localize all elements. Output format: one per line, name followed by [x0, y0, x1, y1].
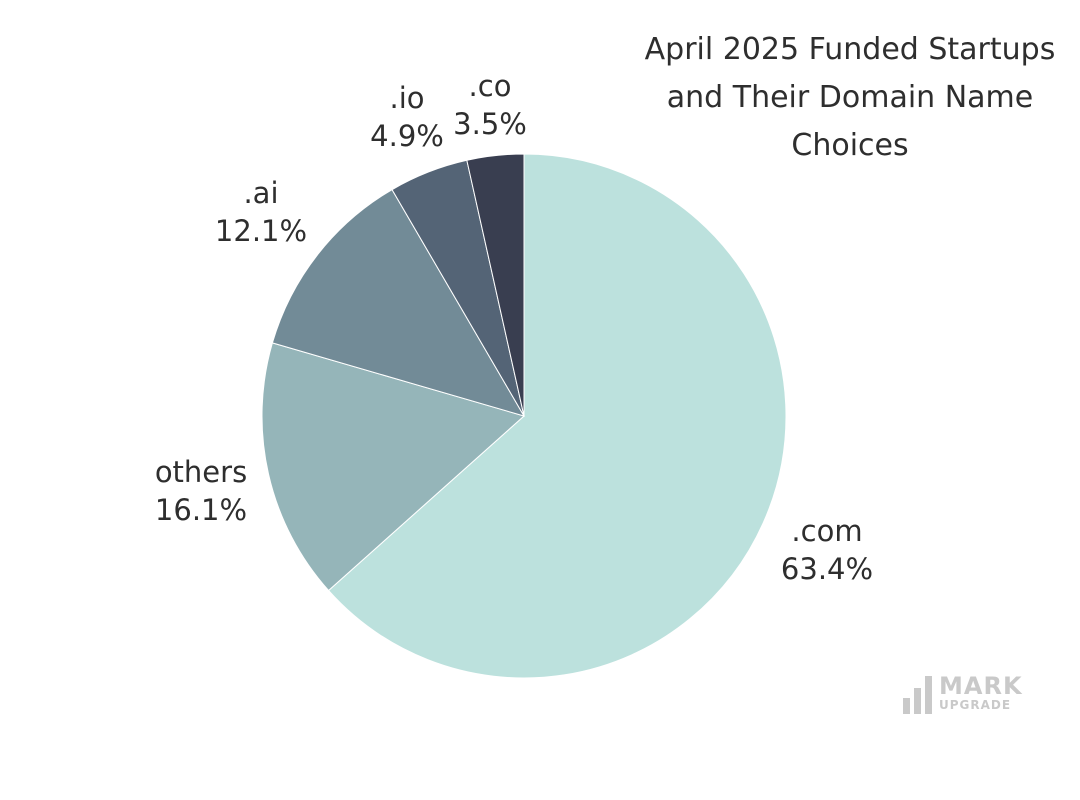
pie-slice-com: [327, 153, 787, 679]
watermark-text: MARK UPGRADE: [939, 674, 1023, 712]
slice-value-com: 63.4%: [781, 552, 873, 586]
watermark-word-2: UPGRADE: [939, 698, 1012, 712]
slice-label-com: .com: [791, 514, 862, 548]
pie-slice-others: [261, 342, 526, 592]
slice-value-co: 3.5%: [453, 107, 527, 141]
slice-label-others: others: [155, 455, 247, 489]
slice-label-io: .io: [389, 81, 424, 115]
slice-value-ai: 12.1%: [215, 214, 307, 248]
slice-value-io: 4.9%: [370, 119, 444, 153]
watermark-word-1: MARK: [939, 672, 1023, 700]
slice-label-co: .co: [469, 69, 512, 103]
chart-title-line-3: Choices: [791, 128, 909, 163]
pie-slices: [261, 153, 787, 679]
slice-labels: .com 63.4% others 16.1% .ai 12.1% .io 4.9% .co 3.…: [155, 69, 873, 586]
pie-slice-co: [466, 153, 525, 417]
pie-slice-ai: [271, 188, 526, 417]
watermark-logo: MARK UPGRADE: [903, 674, 1033, 716]
bar-chart-icon: [903, 676, 935, 714]
chart-title-line-1: April 2025 Funded Startups: [644, 32, 1056, 67]
chart-title: April 2025 Funded Startups and Their Dom…: [620, 26, 1080, 170]
slice-label-ai: .ai: [243, 176, 278, 210]
slice-value-others: 16.1%: [155, 493, 247, 527]
chart-title-line-2: and Their Domain Name: [666, 80, 1034, 115]
